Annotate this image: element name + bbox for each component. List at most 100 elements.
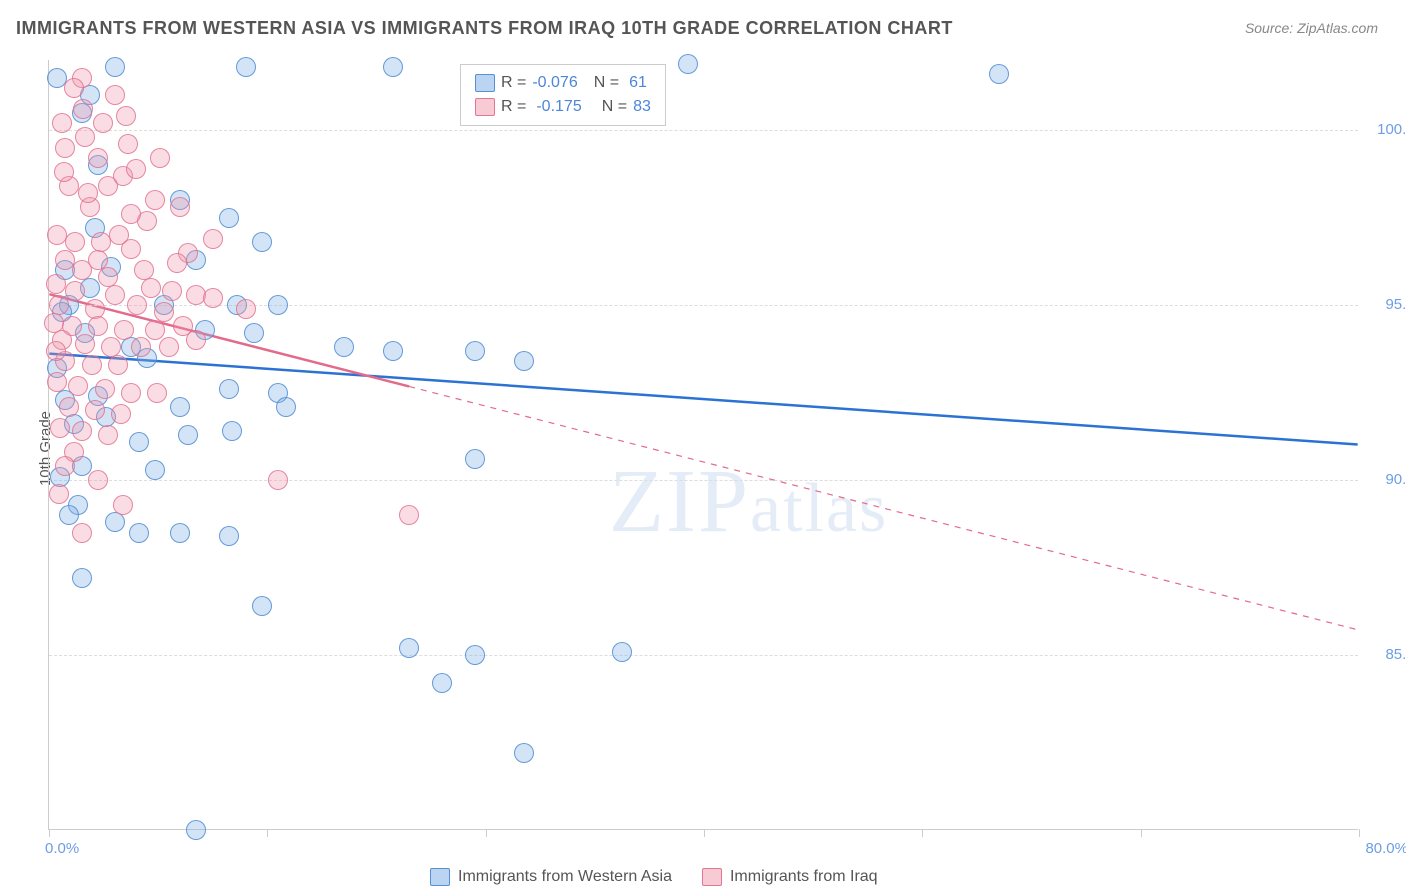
y-tick-label: 100.0%	[1364, 121, 1406, 138]
scatter-marker	[65, 281, 85, 301]
scatter-marker	[95, 379, 115, 399]
source-attribution: Source: ZipAtlas.com	[1245, 20, 1378, 36]
scatter-marker	[105, 85, 125, 105]
stats-n-value-2: 83	[633, 95, 651, 119]
scatter-marker	[383, 341, 403, 361]
scatter-marker	[170, 197, 190, 217]
scatter-marker	[186, 820, 206, 840]
scatter-marker	[126, 159, 146, 179]
scatter-marker	[432, 673, 452, 693]
scatter-marker	[118, 134, 138, 154]
source-prefix: Source:	[1245, 20, 1297, 36]
scatter-marker	[268, 470, 288, 490]
stats-legend: R = -0.076 N = 61 R = -0.175 N = 83	[460, 64, 666, 126]
swatch-pink-icon	[475, 98, 495, 116]
scatter-marker	[113, 495, 133, 515]
scatter-marker	[47, 372, 67, 392]
scatter-marker	[121, 204, 141, 224]
x-tick	[1141, 829, 1142, 837]
legend-swatch-blue-icon	[430, 868, 450, 886]
scatter-marker	[105, 512, 125, 532]
y-tick-label: 85.0%	[1364, 646, 1406, 663]
scatter-marker	[141, 278, 161, 298]
y-tick-label: 90.0%	[1364, 471, 1406, 488]
scatter-marker	[989, 64, 1009, 84]
trend-lines-svg	[49, 60, 1358, 829]
x-tick	[49, 829, 50, 837]
scatter-marker	[129, 523, 149, 543]
x-tick	[704, 829, 705, 837]
scatter-marker	[514, 743, 534, 763]
scatter-marker	[68, 376, 88, 396]
scatter-marker	[121, 383, 141, 403]
scatter-marker	[64, 78, 84, 98]
stats-n-value-1: 61	[629, 71, 647, 95]
stats-r-label-2: R =	[501, 95, 526, 119]
scatter-marker	[159, 337, 179, 357]
legend-label-2: Immigrants from Iraq	[730, 868, 878, 886]
x-tick-label-left: 0.0%	[45, 840, 79, 857]
gridline	[49, 655, 1358, 656]
scatter-marker	[50, 418, 70, 438]
x-tick	[922, 829, 923, 837]
scatter-marker	[88, 250, 108, 270]
scatter-marker	[219, 526, 239, 546]
scatter-marker	[85, 400, 105, 420]
scatter-marker	[108, 355, 128, 375]
scatter-marker	[178, 425, 198, 445]
scatter-marker	[72, 421, 92, 441]
scatter-marker	[167, 253, 187, 273]
stats-r-value-1: -0.076	[532, 71, 577, 95]
scatter-marker	[244, 323, 264, 343]
scatter-marker	[46, 274, 66, 294]
scatter-marker	[334, 337, 354, 357]
scatter-marker	[131, 337, 151, 357]
legend-item-1: Immigrants from Western Asia	[430, 868, 672, 886]
scatter-marker	[134, 260, 154, 280]
scatter-marker	[52, 113, 72, 133]
scatter-marker	[98, 176, 118, 196]
scatter-marker	[145, 190, 165, 210]
scatter-marker	[399, 638, 419, 658]
stats-n-label-2: N =	[602, 95, 627, 119]
source-site: ZipAtlas.com	[1297, 20, 1378, 36]
scatter-marker	[73, 99, 93, 119]
scatter-marker	[55, 456, 75, 476]
scatter-marker	[150, 148, 170, 168]
scatter-marker	[612, 642, 632, 662]
scatter-marker	[203, 229, 223, 249]
scatter-marker	[114, 320, 134, 340]
scatter-marker	[678, 54, 698, 74]
scatter-marker	[116, 106, 136, 126]
watermark: ZIPatlas	[609, 450, 888, 553]
scatter-marker	[129, 432, 149, 452]
scatter-marker	[465, 449, 485, 469]
scatter-marker	[219, 208, 239, 228]
stats-row-series-1: R = -0.076 N = 61	[475, 71, 651, 95]
scatter-marker	[186, 330, 206, 350]
scatter-marker	[82, 355, 102, 375]
scatter-marker	[465, 341, 485, 361]
scatter-marker	[46, 341, 66, 361]
scatter-marker	[105, 57, 125, 77]
scatter-marker	[127, 295, 147, 315]
x-tick	[486, 829, 487, 837]
legend-swatch-pink-icon	[702, 868, 722, 886]
scatter-marker	[268, 295, 288, 315]
trend-line-dashed	[409, 386, 1358, 629]
scatter-marker	[170, 523, 190, 543]
x-tick	[267, 829, 268, 837]
scatter-marker	[88, 470, 108, 490]
gridline	[49, 130, 1358, 131]
scatter-marker	[111, 404, 131, 424]
scatter-marker	[93, 113, 113, 133]
scatter-marker	[219, 379, 239, 399]
gridline	[49, 480, 1358, 481]
scatter-marker	[399, 505, 419, 525]
scatter-marker	[49, 484, 69, 504]
scatter-marker	[65, 232, 85, 252]
scatter-marker	[98, 425, 118, 445]
scatter-marker	[78, 183, 98, 203]
scatter-marker	[88, 316, 108, 336]
scatter-marker	[465, 645, 485, 665]
